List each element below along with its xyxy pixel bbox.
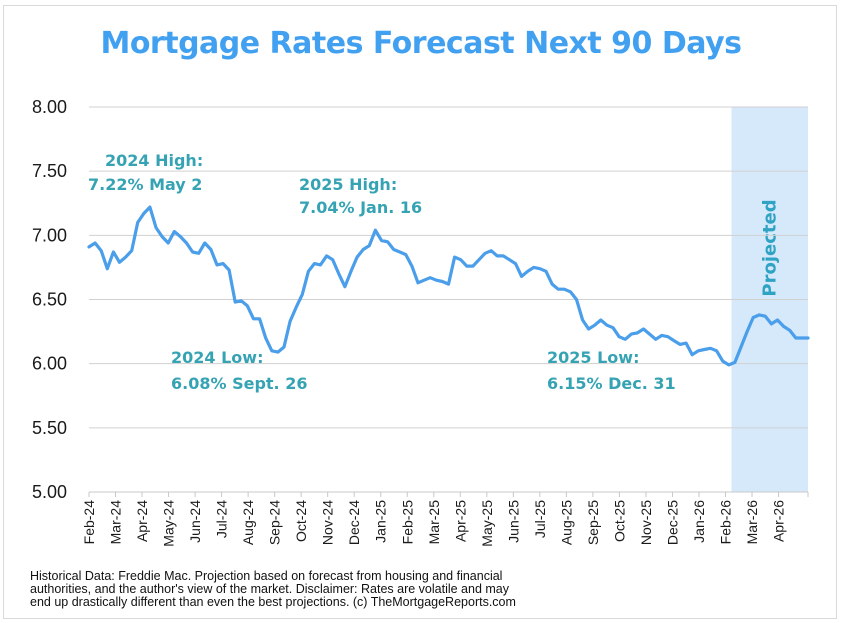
x-tick-label: Aug-25 — [558, 500, 574, 545]
x-tick-label: Nov-25 — [638, 500, 654, 545]
x-tick-label: Jul-24 — [214, 500, 230, 538]
annotation-low-2024: 2024 Low: — [171, 348, 263, 367]
x-tick-label: Mar-24 — [108, 500, 124, 545]
chart-title: Mortgage Rates Forecast Next 90 Days — [100, 26, 742, 61]
x-tick-label: Mar-25 — [426, 500, 442, 545]
annotation-high-2024: 2024 High: — [105, 151, 203, 170]
y-tick-label: 7.00 — [32, 225, 67, 245]
y-tick-label: 6.00 — [32, 354, 67, 374]
x-tick-label: Feb-24 — [81, 500, 97, 545]
annotation-high-2025: 2025 High: — [299, 175, 397, 194]
x-tick-label: Jun-24 — [187, 500, 203, 543]
y-tick-label: 7.50 — [32, 161, 67, 181]
x-tick-label: Oct-24 — [293, 500, 309, 542]
x-tick-label: Jul-25 — [532, 500, 548, 538]
x-tick-label: Aug-24 — [240, 500, 256, 545]
annotation-low-2025: 2025 Low: — [547, 348, 639, 367]
x-tick-label: Apr-24 — [134, 500, 150, 542]
y-tick-label: 5.00 — [32, 482, 67, 502]
x-tick-label: Sep-25 — [585, 500, 601, 545]
annotation-low-2024: 6.08% Sept. 26 — [171, 374, 307, 393]
footnote-line: authorities, and the author's view of th… — [30, 582, 509, 596]
annotation-high-2024: 7.22% May 2 — [88, 175, 202, 194]
footnote-line: end up drastically different than even t… — [30, 595, 516, 609]
y-tick-label: 5.50 — [32, 418, 67, 438]
x-tick-label: May-25 — [479, 500, 495, 547]
x-tick-label: Apr-26 — [771, 500, 787, 542]
x-tick-label: Dec-25 — [664, 500, 680, 545]
x-tick-label: Sep-24 — [267, 500, 283, 545]
x-tick-label: Dec-24 — [346, 500, 362, 545]
x-tick-label: Jun-25 — [505, 500, 521, 543]
x-tick-label: Mar-26 — [744, 500, 760, 545]
rate-series-line — [87, 205, 810, 367]
x-tick-label: Jan-26 — [691, 500, 707, 543]
x-tick-label: Jan-25 — [373, 500, 389, 543]
y-tick-label: 8.00 — [32, 97, 67, 117]
annotation-low-2025: 6.15% Dec. 31 — [547, 374, 676, 393]
x-tick-label: May-24 — [161, 500, 177, 547]
x-tick-label: Feb-25 — [399, 500, 415, 545]
x-tick-label: Apr-25 — [452, 500, 468, 542]
footnote-line: Historical Data: Freddie Mac. Projection… — [30, 569, 503, 583]
x-tick-label: Nov-24 — [320, 500, 336, 545]
projected-label: Projected — [760, 199, 781, 296]
y-tick-label: 6.50 — [32, 290, 67, 310]
footnote: Historical Data: Freddie Mac. Projection… — [30, 570, 590, 609]
x-tick-label: Feb-26 — [718, 500, 734, 545]
annotation-high-2025: 7.04% Jan. 16 — [299, 198, 422, 217]
x-tick-label: Oct-25 — [611, 500, 627, 542]
